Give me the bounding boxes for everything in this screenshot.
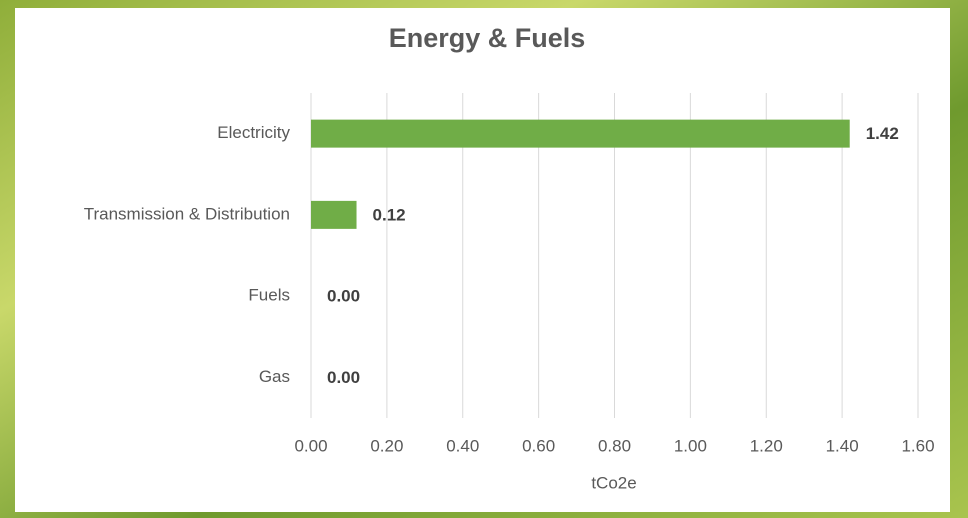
chart-panel — [15, 8, 950, 512]
chart-title: Energy & Fuels — [389, 23, 586, 53]
bar — [311, 119, 850, 148]
x-tick-label: 1.40 — [826, 436, 859, 455]
bar — [311, 200, 357, 229]
data-label: 1.42 — [866, 124, 899, 143]
x-axis-title: tCo2e — [591, 473, 636, 492]
data-label: 0.12 — [373, 205, 406, 224]
data-label: 0.00 — [327, 287, 360, 306]
data-label: 0.00 — [327, 368, 360, 387]
x-tick-label: 1.00 — [674, 436, 707, 455]
x-tick-label: 0.40 — [446, 436, 479, 455]
x-tick-label: 0.60 — [522, 436, 555, 455]
x-tick-label: 0.80 — [598, 436, 631, 455]
y-tick-label: Electricity — [217, 123, 290, 142]
x-tick-label: 1.20 — [750, 436, 783, 455]
x-tick-label: 1.60 — [901, 436, 934, 455]
y-tick-label: Fuels — [248, 286, 290, 305]
x-tick-label: 0.00 — [294, 436, 327, 455]
y-tick-label: Gas — [259, 367, 290, 386]
x-tick-label: 0.20 — [370, 436, 403, 455]
y-tick-label: Transmission & Distribution — [84, 204, 290, 223]
